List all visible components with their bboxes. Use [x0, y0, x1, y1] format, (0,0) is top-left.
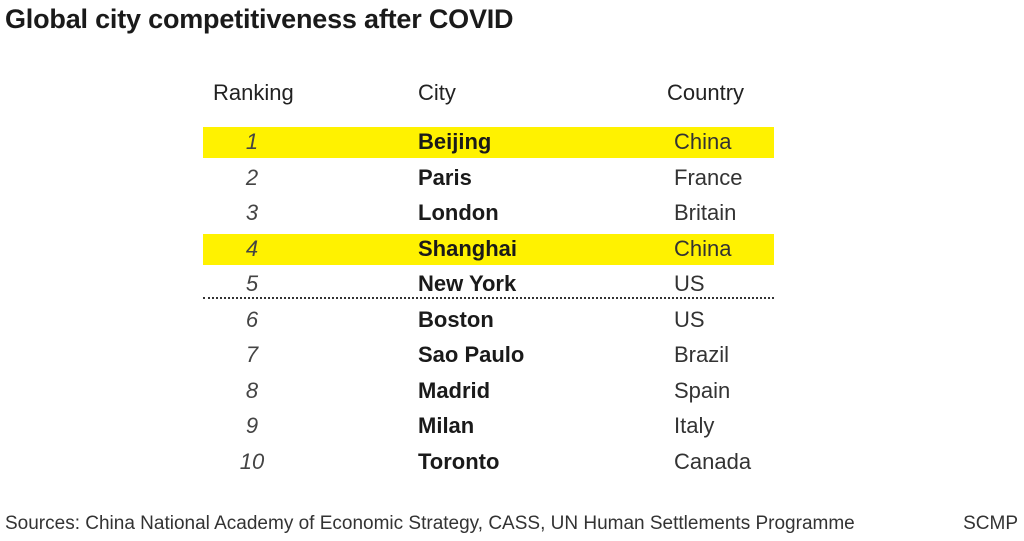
column-header-ranking: Ranking — [213, 80, 294, 105]
country-cell: Britain — [674, 200, 737, 225]
row-highlight — [203, 233, 774, 265]
country-cell: China — [674, 129, 732, 154]
country-cell: US — [674, 271, 705, 296]
table-row: 6 Boston US — [0, 303, 1024, 338]
rank-cell: 1 — [245, 129, 259, 154]
table-row: 2 Paris France — [0, 161, 1024, 196]
rank-cell: 8 — [245, 377, 259, 403]
city-cell: Paris — [418, 164, 472, 190]
column-header-country: Country — [667, 80, 745, 105]
rank-cell: 2 — [245, 164, 259, 190]
city-cell: Milan — [418, 413, 475, 438]
city-cell: London — [418, 200, 499, 225]
country-cell: Canada — [674, 448, 752, 474]
city-cell: Beijing — [418, 129, 492, 154]
country-cell: Brazil — [674, 342, 730, 367]
country-cell: Spain — [674, 377, 731, 403]
table-row: 10 Toronto Canada — [0, 445, 1024, 480]
table-row: 4 Shanghai China — [0, 232, 1024, 267]
city-cell: Madrid — [418, 377, 491, 403]
top-five-divider — [203, 297, 774, 299]
city-cell: Shanghai — [418, 235, 518, 261]
rank-cell: 7 — [245, 342, 259, 367]
table-row: 3 London Britain — [0, 196, 1024, 231]
rank-cell: 9 — [245, 413, 259, 438]
rank-cell: 5 — [245, 271, 259, 296]
source-note: Sources: China National Academy of Econo… — [5, 513, 855, 534]
rank-cell: 4 — [245, 235, 259, 261]
rank-cell: 6 — [245, 306, 259, 332]
table-row: 8 Madrid Spain — [0, 374, 1024, 409]
row-highlight — [203, 127, 774, 158]
publisher-credit: SCMP — [963, 513, 1018, 534]
city-cell: Sao Paulo — [418, 342, 525, 367]
table-row: 7 Sao Paulo Brazil — [0, 338, 1024, 373]
city-cell: Boston — [418, 306, 494, 332]
country-cell: China — [674, 235, 732, 261]
rank-cell: 10 — [239, 448, 265, 474]
city-cell: Toronto — [418, 448, 500, 474]
city-cell: New York — [418, 271, 517, 296]
chart-title: Global city competitiveness after COVID — [5, 4, 514, 34]
table-row: 1 Beijing China — [0, 125, 1024, 160]
table-row: 9 Milan Italy — [0, 409, 1024, 444]
country-cell: France — [674, 164, 743, 190]
country-cell: Italy — [674, 413, 715, 438]
table-row: 5 New York US — [0, 267, 1024, 302]
rank-cell: 3 — [245, 200, 259, 225]
country-cell: US — [674, 306, 705, 332]
column-header-city: City — [418, 80, 456, 105]
